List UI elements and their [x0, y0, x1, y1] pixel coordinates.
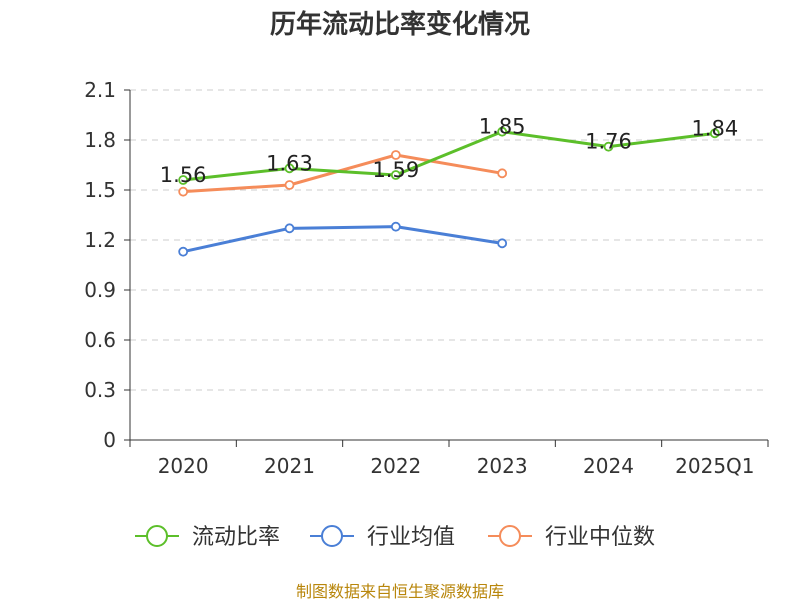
- data-point: [284, 223, 295, 234]
- data-point: [284, 180, 295, 190]
- x-tick-label: 2020: [158, 454, 209, 478]
- data-label: 1.84: [691, 116, 738, 140]
- legend-label: 行业均值: [367, 525, 455, 550]
- data-point: [178, 175, 189, 185]
- data-label: 1.59: [372, 158, 419, 182]
- x-tick-label: 2021: [264, 454, 315, 478]
- data-label: 1.76: [585, 130, 632, 154]
- legend-marker: [146, 525, 168, 547]
- series-line: [182, 225, 503, 254]
- data-point: [178, 246, 189, 257]
- data-point: [497, 126, 508, 137]
- x-tick-label: 2025Q1: [675, 454, 754, 478]
- legend-marker: [499, 525, 521, 547]
- chart-title: 历年流动比率变化情况: [269, 10, 530, 40]
- y-tick-label: 0: [103, 428, 116, 452]
- data-label: 1.85: [479, 115, 526, 139]
- data-point: [709, 128, 720, 139]
- data-point: [390, 170, 401, 180]
- legend-label: 行业中位数: [545, 525, 655, 550]
- y-tick-label: 0.6: [84, 328, 116, 352]
- data-point: [497, 168, 508, 179]
- data-point: [497, 238, 508, 249]
- data-point: [284, 163, 295, 174]
- data-point: [390, 150, 401, 160]
- series-line: [183, 130, 716, 182]
- x-tick-label: 2022: [370, 454, 421, 478]
- x-tick-label: 2024: [583, 454, 634, 478]
- data-point: [603, 141, 614, 152]
- y-tick-label: 1.2: [84, 228, 116, 252]
- data-point: [178, 186, 189, 197]
- y-tick-label: 1.5: [84, 178, 116, 202]
- legend-marker: [321, 525, 343, 547]
- y-tick-label: 1.8: [84, 128, 116, 152]
- legend-label: 流动比率: [192, 525, 280, 550]
- data-label: 1.63: [266, 151, 313, 175]
- data-source-note: 制图数据来自恒生聚源数据库: [295, 582, 504, 601]
- data-label: 1.56: [160, 163, 207, 187]
- series-line: [183, 153, 503, 194]
- y-tick-label: 0.9: [84, 278, 116, 302]
- data-point: [390, 221, 401, 232]
- x-tick-label: 2023: [477, 454, 528, 478]
- y-tick-label: 0.3: [84, 378, 116, 402]
- y-tick-label: 2.1: [84, 78, 116, 102]
